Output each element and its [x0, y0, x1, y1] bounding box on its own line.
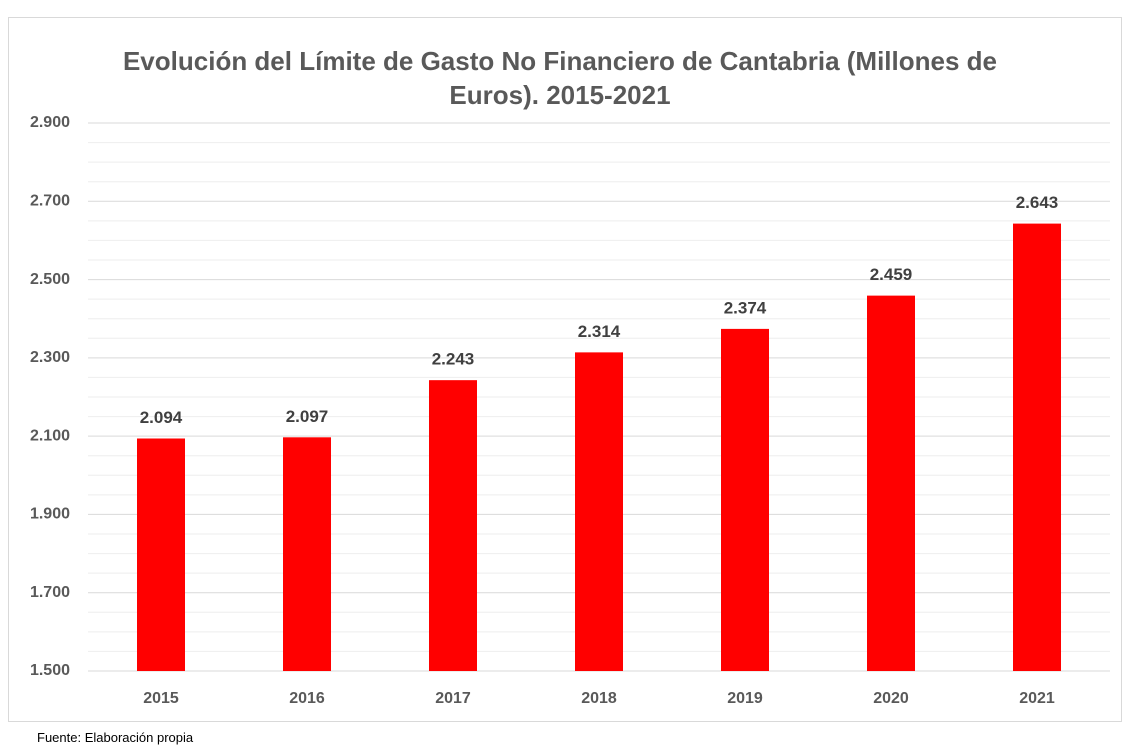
chart-frame	[8, 17, 1122, 722]
x-tick-label: 2018	[581, 690, 617, 707]
bar	[867, 295, 915, 671]
x-tick-label: 2016	[289, 690, 325, 707]
y-tick-label: 2.900	[30, 114, 70, 131]
y-tick-label: 2.300	[30, 349, 70, 366]
y-tick-label: 1.900	[30, 506, 70, 523]
y-tick-label: 2.500	[30, 271, 70, 288]
bar	[575, 352, 623, 671]
bar	[721, 328, 769, 671]
bar	[283, 437, 331, 671]
x-tick-label: 2020	[873, 690, 909, 707]
bar	[1013, 223, 1061, 671]
x-tick-label: 2019	[727, 690, 763, 707]
y-tick-label: 1.700	[30, 584, 70, 601]
data-label: 2.097	[286, 407, 329, 426]
bar	[137, 438, 185, 671]
y-tick-label: 2.100	[30, 427, 70, 444]
x-tick-label: 2015	[143, 690, 179, 707]
x-tick-label: 2017	[435, 690, 471, 707]
source-note: Fuente: Elaboración propia	[37, 730, 194, 745]
data-label: 2.314	[578, 322, 621, 341]
data-label: 2.094	[140, 408, 183, 427]
chart-title: Evolución del Límite de Gasto No Financi…	[122, 46, 998, 110]
bar	[429, 380, 477, 671]
data-label: 2.243	[432, 350, 475, 369]
y-tick-label: 1.500	[30, 662, 70, 679]
data-label: 2.374	[724, 298, 767, 317]
y-tick-label: 2.700	[30, 193, 70, 210]
x-tick-label: 2021	[1019, 690, 1055, 707]
data-label: 2.643	[1016, 193, 1059, 212]
data-label: 2.459	[870, 265, 913, 284]
